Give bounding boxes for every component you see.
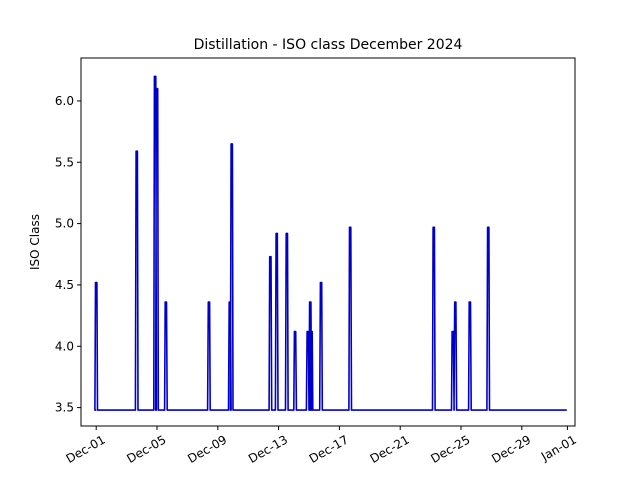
data-point xyxy=(309,301,311,303)
data-point xyxy=(95,281,97,284)
data-point xyxy=(229,301,231,303)
data-point xyxy=(454,301,456,303)
y-tick-label: 5.0 xyxy=(55,217,74,231)
series-layer xyxy=(94,75,567,411)
data-point xyxy=(433,226,435,228)
plot-frame xyxy=(80,57,576,427)
plot-area xyxy=(80,57,576,427)
data-point xyxy=(307,330,309,333)
y-tick-label: 4.5 xyxy=(55,278,74,292)
data-point xyxy=(487,226,489,228)
data-point xyxy=(269,256,271,258)
data-point xyxy=(208,301,210,303)
y-tick-label: 5.5 xyxy=(55,155,74,169)
data-point xyxy=(320,281,322,284)
chart-title: Distillation - ISO class December 2024 xyxy=(194,37,463,53)
data-point xyxy=(154,75,156,77)
data-point xyxy=(310,330,313,333)
y-tick-label: 4.0 xyxy=(55,339,74,353)
data-point xyxy=(165,301,167,303)
data-point xyxy=(156,88,158,90)
data-point xyxy=(294,330,296,333)
data-point xyxy=(136,150,138,152)
y-axis: 3.5 4.0 4.5 5.0 5.5 6.0 xyxy=(55,94,81,415)
data-point xyxy=(469,301,471,303)
y-tick-label: 6.0 xyxy=(55,94,74,108)
y-tick-label: 3.5 xyxy=(55,401,74,415)
data-point xyxy=(452,330,454,333)
data-point xyxy=(286,232,288,235)
data-point xyxy=(231,143,233,145)
data-point xyxy=(276,232,278,235)
y-axis-label: ISO Class xyxy=(28,214,42,270)
data-point xyxy=(349,226,351,228)
